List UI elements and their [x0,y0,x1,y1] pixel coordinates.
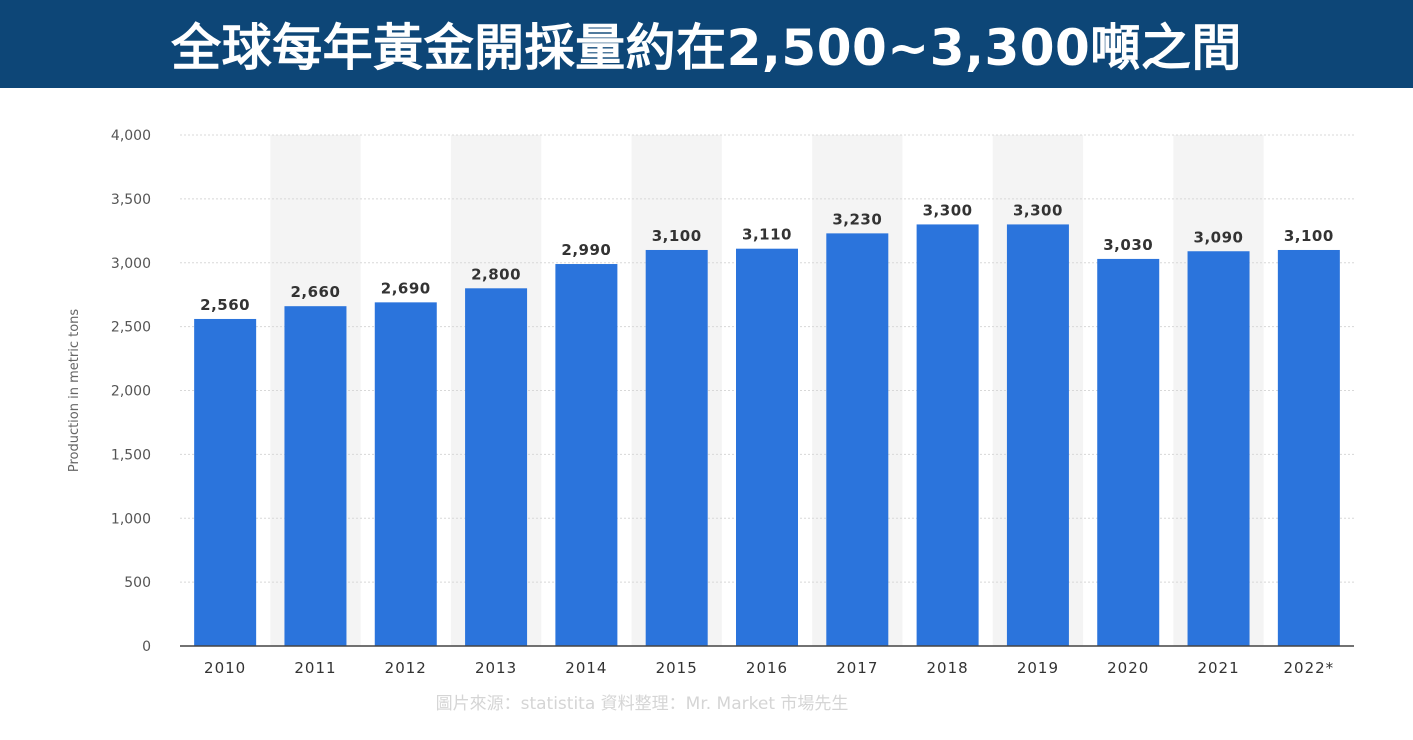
x-tick-label: 2011 [294,659,336,677]
y-tick-label: 1,000 [111,511,151,527]
data-label: 3,100 [652,227,702,245]
x-tick-label: 2012 [385,659,427,677]
data-label: 3,100 [1284,227,1334,245]
bar [555,264,618,646]
data-label: 2,990 [561,241,611,259]
data-label: 3,090 [1194,228,1244,246]
y-tick-label: 4,000 [111,128,151,144]
x-tick-label: 2018 [927,659,969,677]
x-tick-label: 2020 [1107,659,1149,677]
data-label: 3,110 [742,226,792,244]
bars [194,224,1340,647]
x-tick-label: 2010 [204,659,246,677]
bar [1187,251,1250,646]
x-axis-labels: 2010 2011 2012 2013 2014 2015 2016 2017 2018 2019… [204,659,1335,677]
y-tick-label: 2,500 [111,320,151,336]
x-tick-label: 2017 [836,659,878,677]
bar [736,248,798,646]
data-labels: 2,560 2,660 2,690 2,800 2,990 3,100 3,110 3,230… [200,201,1334,314]
x-tick-label: 2015 [656,659,698,677]
data-label: 2,690 [381,279,431,297]
data-label: 3,300 [923,201,973,219]
bar [1277,249,1340,646]
bar [284,306,347,646]
bar [645,249,708,646]
data-label: 2,800 [471,265,521,283]
page-title: 全球每年黃金開採量約在2,500~3,300噸之間 [171,19,1242,77]
data-label: 3,230 [832,210,882,228]
y-axis-ticks: 0 500 1,000 1,500 2,000 2,500 3,000 3,500 4,000 [111,128,151,655]
y-tick-label: 2,000 [111,384,151,400]
y-tick-label: 3,000 [111,256,151,272]
x-tick-label: 2019 [1017,659,1059,677]
bar [374,302,437,646]
bar [916,224,979,647]
title-bar: 全球每年黃金開採量約在2,500~3,300噸之間 [0,0,1413,88]
y-tick-label: 0 [142,639,151,655]
x-tick-label: 2022* [1284,659,1335,677]
data-label: 2,560 [200,296,250,314]
bar [1006,224,1069,647]
gold-production-bar-chart: 05001,0001,5002,0002,5003,0003,5004,000 … [67,128,1354,714]
bar [194,318,257,646]
data-label: 2,660 [290,283,340,301]
bar [826,233,889,646]
data-label: 3,030 [1103,236,1153,254]
bar [1097,258,1160,646]
data-label: 3,300 [1013,201,1063,219]
bar [465,288,528,646]
y-tick-label: 500 [124,575,151,591]
x-tick-label: 2016 [746,659,788,677]
x-tick-label: 2021 [1197,659,1239,677]
source-caption: 圖片來源：statistita 資料整理：Mr. Market 市場先生 [436,694,849,714]
x-tick-label: 2013 [475,659,517,677]
y-axis-title: Production in metric tons [67,309,82,473]
y-tick-label: 3,500 [111,192,151,208]
y-tick-label: 1,500 [111,447,151,463]
x-tick-label: 2014 [565,659,607,677]
